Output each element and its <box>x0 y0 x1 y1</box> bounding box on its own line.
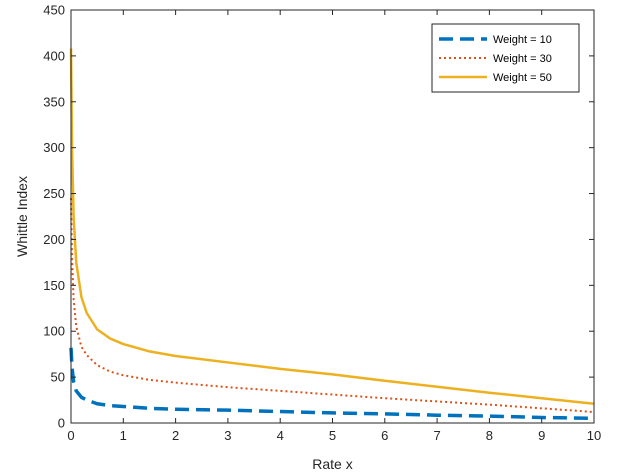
legend-entry-weight-10: Weight = 10 <box>493 34 552 46</box>
x-tick-label: 0 <box>67 428 74 443</box>
y-tick-label: 300 <box>43 140 65 155</box>
y-tick-label: 100 <box>43 324 65 339</box>
x-tick-label: 2 <box>172 428 179 443</box>
y-tick-label: 250 <box>43 186 65 201</box>
x-tick-label: 4 <box>277 428 284 443</box>
x-tick-label: 1 <box>120 428 127 443</box>
x-axis-label: Rate x <box>312 456 352 472</box>
series-line-weight-50 <box>69 48 595 405</box>
y-axis-label: Whittle Index <box>14 176 30 257</box>
legend: Weight = 10 Weight = 30 Weight = 50 <box>431 23 580 93</box>
y-tick-label: 0 <box>58 416 65 431</box>
legend-entry-weight-30: Weight = 30 <box>493 53 552 65</box>
y-tick-label: 200 <box>43 232 65 247</box>
legend-entry-weight-50: Weight = 50 <box>493 72 552 84</box>
series-layer <box>69 48 595 421</box>
x-tick-label: 7 <box>433 428 440 443</box>
y-tick-label: 50 <box>51 370 65 385</box>
series-line-weight-10 <box>69 347 595 421</box>
x-tick-label: 9 <box>538 428 545 443</box>
y-tick-label: 450 <box>43 3 65 18</box>
x-tick-label: 8 <box>486 428 493 443</box>
y-tick-label: 150 <box>43 278 65 293</box>
x-tick-label: 10 <box>587 428 601 443</box>
x-tick-label: 6 <box>381 428 388 443</box>
legend-box <box>431 23 580 93</box>
y-tick-label: 400 <box>43 48 65 63</box>
y-tick-label: 350 <box>43 94 65 109</box>
x-tick-label: 3 <box>224 428 231 443</box>
x-tick-label: 5 <box>329 428 336 443</box>
